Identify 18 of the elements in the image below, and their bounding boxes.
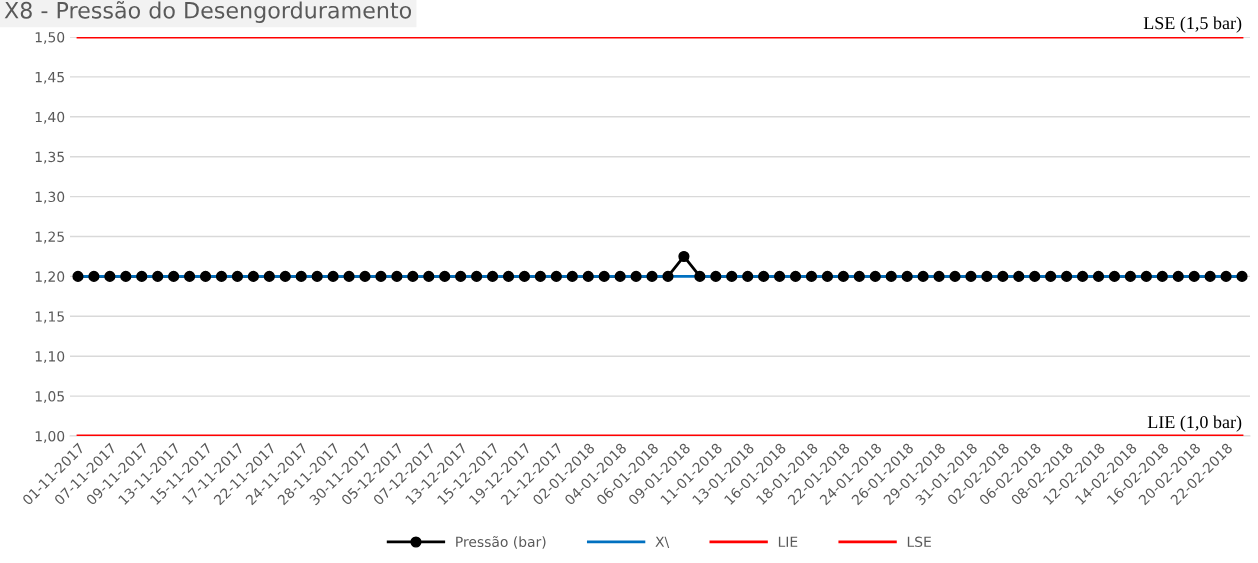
legend-label: LIE <box>778 536 798 547</box>
y-tick-label: 1,25 <box>35 231 64 244</box>
y-tick-label: 1,15 <box>35 311 64 324</box>
y-tick-label: 1,00 <box>35 430 65 443</box>
y-tick-label: 1,50 <box>35 31 65 44</box>
y-tick-label: 1,30 <box>35 191 65 204</box>
y-tick-label: 1,20 <box>35 271 65 284</box>
legend-label: X\ <box>655 536 670 549</box>
annotation: LIE (1,0 bar) <box>1147 415 1242 432</box>
legend-label: Pressão (bar) <box>456 536 546 549</box>
y-tick-label: 1,05 <box>35 391 64 403</box>
y-tick-label: 1,10 <box>35 351 65 364</box>
annotation: LSE (1,5 bar) <box>1143 16 1242 33</box>
y-tick-label: 1,45 <box>35 72 64 84</box>
y-tick-label: 1,40 <box>35 111 65 124</box>
chart-title: X8 - Pressão do Desengorduramento <box>4 1 412 23</box>
legend-label: LSE <box>907 536 931 548</box>
y-tick-label: 1,35 <box>35 151 64 164</box>
